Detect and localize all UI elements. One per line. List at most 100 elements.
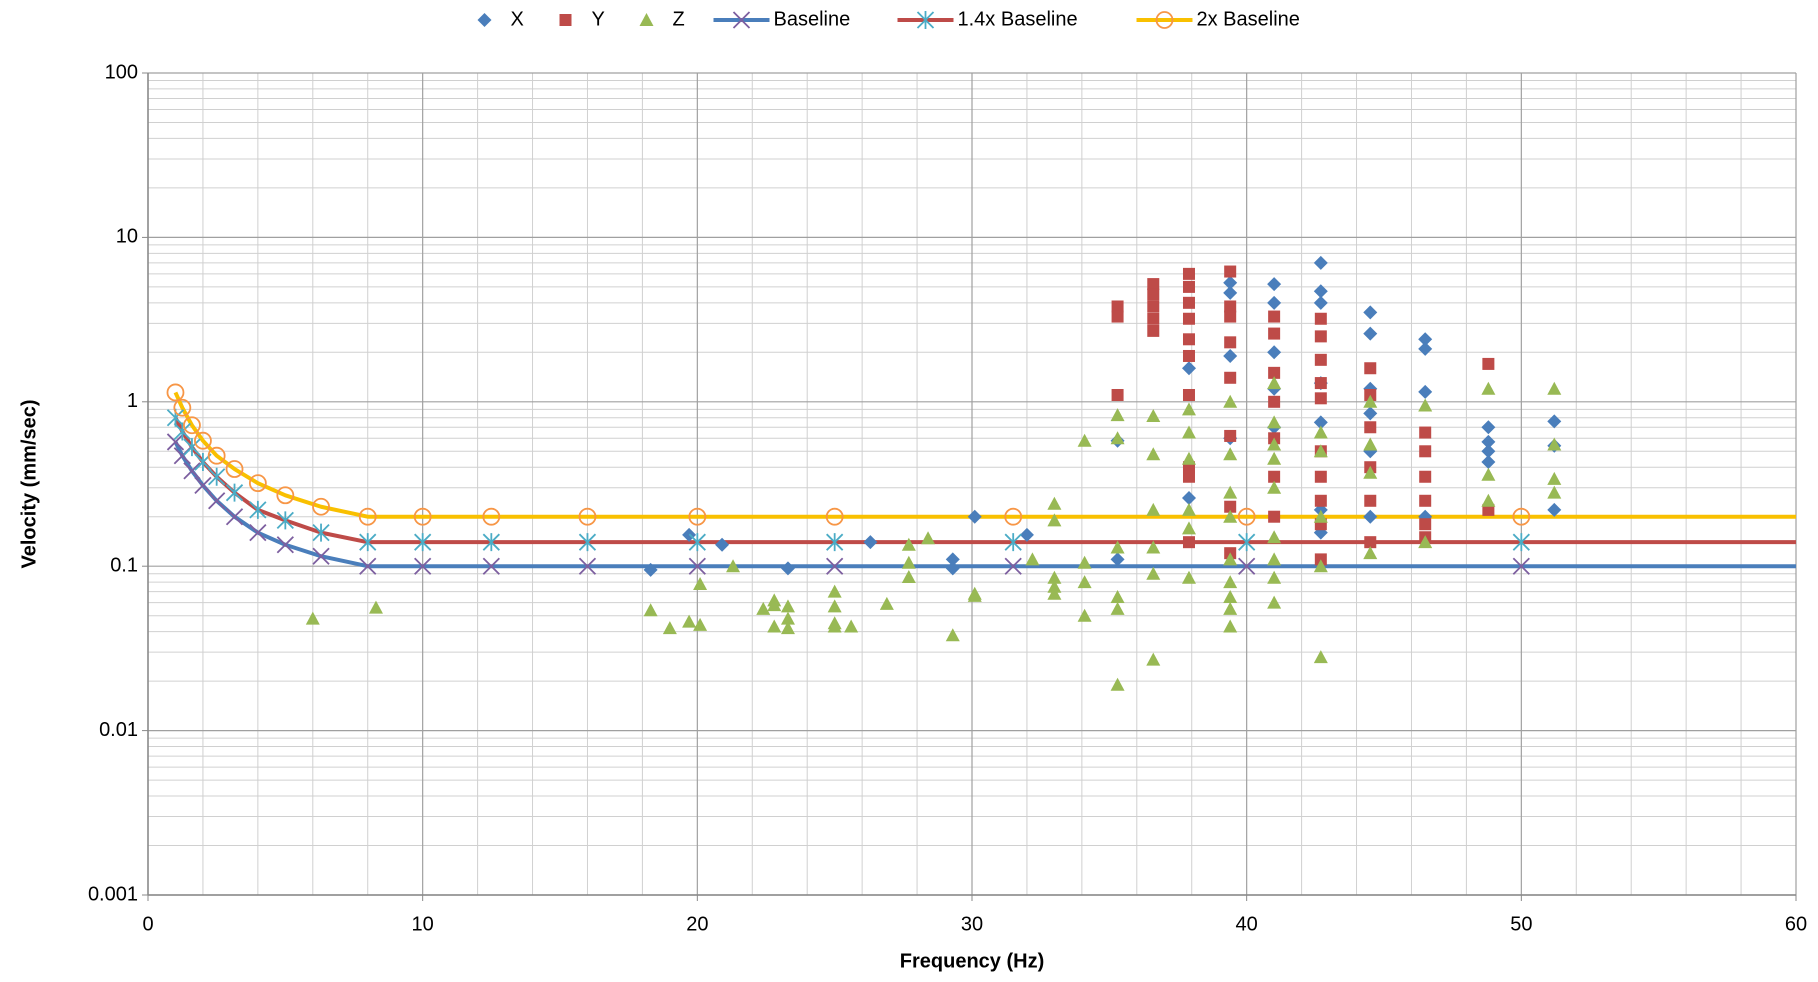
point — [305, 611, 320, 625]
line-marker — [825, 507, 844, 526]
point — [756, 601, 771, 615]
point — [901, 569, 916, 583]
point — [921, 531, 936, 545]
point — [1182, 536, 1195, 549]
legend-marker — [1155, 11, 1174, 29]
point — [1146, 408, 1161, 422]
point — [1313, 509, 1328, 523]
point — [1418, 398, 1433, 412]
point — [1314, 377, 1327, 390]
x-tick-label: 30 — [961, 913, 983, 935]
line-marker — [1238, 533, 1256, 552]
point — [844, 619, 859, 633]
line-marker — [312, 547, 330, 565]
point — [1364, 536, 1377, 549]
point — [1267, 480, 1282, 494]
point — [1482, 503, 1495, 516]
x-tick-label: 0 — [142, 913, 153, 935]
point — [1182, 333, 1195, 346]
x-axis-title: Frequency (Hz) — [900, 950, 1044, 972]
point — [1419, 494, 1432, 507]
line-marker — [276, 536, 294, 554]
point — [1547, 471, 1562, 485]
legend: X Y Z Baseline 1.4x Baseline 2x Baseline — [511, 8, 1300, 30]
point — [1268, 510, 1281, 523]
line-marker — [249, 500, 267, 519]
point — [1019, 527, 1034, 542]
point — [1268, 327, 1281, 340]
line-marker — [183, 416, 201, 435]
point — [1313, 284, 1328, 299]
point — [1267, 570, 1282, 584]
line-marker — [173, 422, 191, 441]
point — [1418, 535, 1433, 549]
point — [767, 598, 782, 612]
point — [1267, 295, 1282, 310]
line-marker — [482, 557, 500, 575]
point — [1313, 650, 1328, 664]
point — [1146, 540, 1161, 554]
line-marker — [207, 446, 226, 465]
point — [1223, 619, 1238, 633]
point — [1268, 395, 1281, 408]
line-marker — [183, 438, 201, 457]
point — [1268, 470, 1281, 483]
x-tick-label: 60 — [1785, 913, 1807, 935]
point — [967, 509, 982, 524]
point — [662, 621, 677, 635]
point — [1223, 589, 1238, 603]
legend-label: X — [511, 8, 524, 30]
y-tick-label: 10 — [116, 226, 138, 248]
point — [1047, 496, 1062, 510]
point — [1146, 566, 1161, 580]
line-marker — [578, 557, 597, 575]
legend-marker — [732, 11, 751, 29]
point — [1223, 285, 1238, 300]
line-marker — [312, 523, 330, 542]
line-marker — [826, 557, 844, 575]
point — [901, 537, 916, 551]
point — [1313, 425, 1328, 439]
point — [1314, 353, 1327, 366]
point — [1110, 431, 1125, 445]
point — [1313, 444, 1328, 458]
point — [1363, 546, 1378, 560]
point — [643, 603, 658, 617]
point — [693, 617, 708, 631]
line-marker — [225, 483, 244, 502]
legend-label: 2x Baseline — [1197, 8, 1300, 30]
point — [1363, 305, 1378, 320]
line-marker — [578, 507, 597, 526]
point — [1547, 485, 1562, 499]
point — [1047, 579, 1062, 593]
point — [1111, 310, 1124, 323]
line-marker — [1238, 557, 1256, 575]
line-marker — [1237, 507, 1256, 526]
point — [1547, 414, 1562, 429]
point — [1267, 345, 1282, 360]
point — [863, 535, 878, 550]
point — [1314, 470, 1327, 483]
point — [1363, 326, 1378, 341]
point — [1181, 361, 1196, 376]
x-tick-label: 50 — [1510, 913, 1532, 935]
y-tick-label: 1 — [127, 390, 138, 412]
point — [780, 561, 795, 576]
line-marker — [194, 476, 212, 495]
point — [1364, 421, 1377, 434]
point — [1182, 280, 1195, 293]
line-marker — [276, 486, 295, 505]
point — [1111, 388, 1124, 401]
point — [1419, 426, 1432, 439]
point — [726, 559, 741, 573]
line-marker — [578, 533, 597, 552]
point — [1146, 447, 1161, 461]
line-marker — [1004, 557, 1022, 575]
point — [1223, 552, 1238, 566]
line-marker — [359, 533, 377, 552]
point — [1314, 392, 1327, 405]
point — [1418, 332, 1433, 347]
line-marker — [1512, 507, 1531, 526]
point — [1419, 518, 1432, 531]
